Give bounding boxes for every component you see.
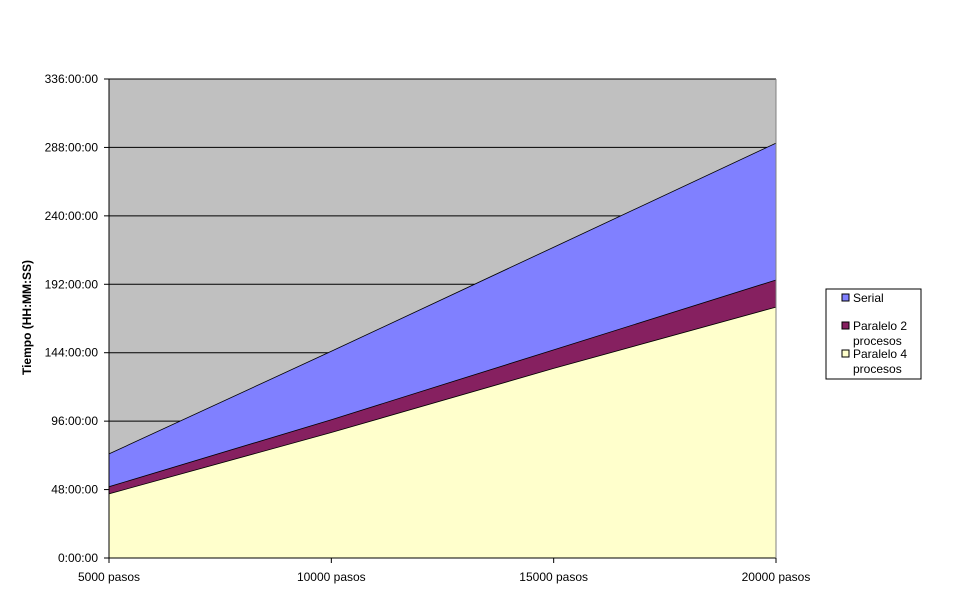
y-tick-label: 48:00:00 (51, 483, 98, 497)
y-tick-label: 144:00:00 (45, 346, 99, 360)
x-tick-labels: 5000 pasos 10000 pasos 15000 pasos 20000 pa… (78, 570, 810, 584)
x-tick-label: 20000 pasos (742, 570, 811, 584)
x-tick-label: 10000 pasos (297, 570, 366, 584)
legend-swatch (841, 293, 850, 302)
y-tick-label: 96:00:00 (51, 414, 98, 428)
legend-swatch (841, 349, 850, 358)
legend-label: Serial (853, 291, 884, 305)
x-tick-label: 5000 pasos (78, 570, 140, 584)
y-tick-label: 192:00:00 (45, 277, 99, 291)
axes (104, 78, 777, 563)
y-tick-label: 288:00:00 (45, 140, 99, 154)
legend-label: Paralelo 4 (853, 347, 907, 361)
legend-label: procesos (853, 362, 902, 376)
legend-box (825, 288, 922, 380)
x-tick-label: 15000 pasos (519, 570, 588, 584)
y-tick-label: 240:00:00 (45, 209, 99, 223)
legend-label: Paralelo 2 (853, 319, 907, 333)
y-tick-label: 336:00:00 (45, 72, 99, 86)
series-areas (108, 142, 777, 559)
legend-swatch (841, 321, 850, 330)
y-tick-label: 0:00:00 (58, 551, 98, 565)
legend-label: procesos (853, 334, 902, 348)
gridlines (109, 78, 776, 422)
y-tick-labels: 0:00:00 48:00:00 96:00:00 144:00:00 192:00:0… (45, 72, 99, 565)
y-axis-title: Tiempo (HH:MM:SS) (20, 260, 34, 375)
